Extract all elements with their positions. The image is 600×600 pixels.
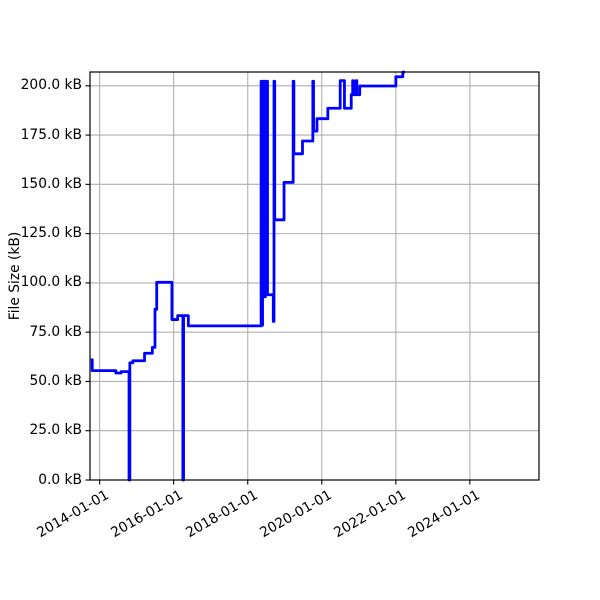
y-tick-label: 175.0 kB — [20, 126, 82, 143]
file-size-step-line — [90, 70, 405, 482]
y-tick-label: 25.0 kB — [29, 422, 82, 439]
y-tick-label: 50.0 kB — [29, 372, 82, 389]
y-tick-label: 125.0 kB — [20, 225, 82, 242]
y-tick-label: 0.0 kB — [38, 471, 82, 488]
axes-border — [89, 71, 540, 481]
y-tick-label: 75.0 kB — [29, 323, 82, 340]
y-tick-label: 150.0 kB — [20, 175, 82, 192]
y-tick-label: 200.0 kB — [20, 77, 82, 94]
y-tick-label: 100.0 kB — [20, 274, 82, 291]
